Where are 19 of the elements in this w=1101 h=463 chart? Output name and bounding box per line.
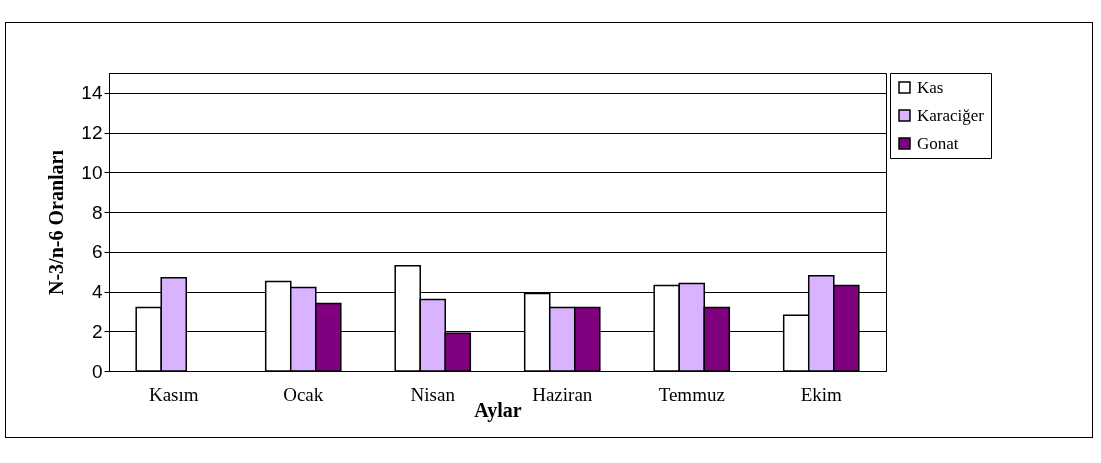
y-tick-label: 6	[91, 241, 103, 263]
x-tick-label: Temmuz	[658, 383, 725, 405]
y-tick-label: 4	[91, 281, 103, 303]
y-tick-label: 12	[81, 122, 103, 144]
y-axis-title: N-3/n-6 Oranları	[45, 149, 68, 295]
legend-label: Kas	[917, 77, 944, 97]
y-tick-label: 10	[81, 161, 103, 183]
x-tick-label: Kasım	[148, 383, 199, 405]
legend-label: Gonat	[917, 133, 959, 153]
x-tick-label: Haziran	[532, 383, 593, 405]
y-tick-label: 0	[91, 360, 103, 382]
x-axis-title: Aylar	[474, 398, 522, 422]
y-tick-label: 14	[81, 82, 103, 104]
x-tick-label: Ekim	[800, 383, 843, 405]
x-tick-label: Nisan	[410, 383, 456, 405]
x-tick-label: Ocak	[283, 383, 324, 405]
y-tick-label: 8	[91, 201, 103, 223]
legend-label: Karaciğer	[917, 105, 985, 125]
y-tick-label: 2	[91, 320, 103, 342]
